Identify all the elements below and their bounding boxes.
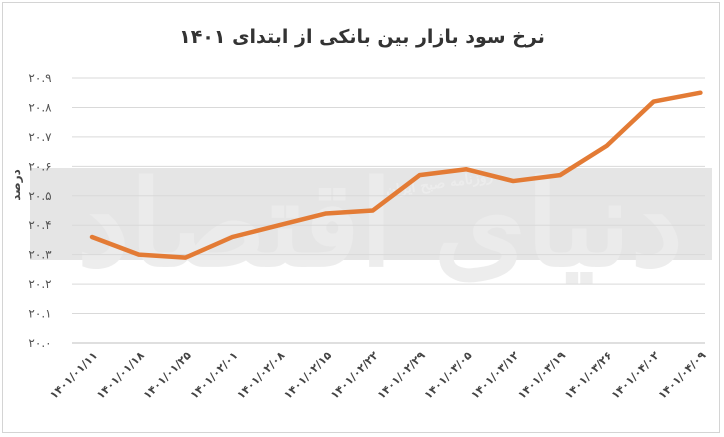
y-tick-label: ۲۰.۹ xyxy=(28,71,51,85)
y-tick-label: ۲۰.۸ xyxy=(28,100,52,114)
x-tick-label: ۱۴۰۱/۰۲/۲۲ xyxy=(328,349,381,402)
data-point xyxy=(698,91,702,95)
data-point xyxy=(184,256,188,260)
data-point xyxy=(90,235,94,239)
watermark: دنیای اقتصاد روزنامه صبح ایران xyxy=(30,154,712,293)
y-tick-label: ۲۰.۶ xyxy=(28,159,51,173)
x-tick-label: ۱۴۰۱/۰۳/۰۵ xyxy=(422,349,475,402)
x-tick-label: ۱۴۰۱/۰۳/۱۹ xyxy=(515,349,568,402)
chart-title: نرخ سود بازار بین بانکی از ابتدای ۱۴۰۱ xyxy=(179,26,545,48)
y-tick-label: ۲۰.۲ xyxy=(28,277,51,291)
data-point xyxy=(511,179,515,183)
x-tick-label: ۱۴۰۱/۰۳/۲۶ xyxy=(562,349,615,402)
x-tick-label: ۱۴۰۱/۰۱/۲۵ xyxy=(141,349,194,402)
data-point xyxy=(324,211,328,215)
data-point xyxy=(464,167,468,171)
data-point xyxy=(652,100,656,104)
y-tick-label: ۲۰.۳ xyxy=(28,248,52,262)
watermark-brand-text: دنیای اقتصاد xyxy=(77,154,683,293)
x-tick-label: ۱۴۰۱/۰۱/۱۱ xyxy=(47,349,100,402)
x-tick-label: ۱۴۰۱/۰۴/۰۹ xyxy=(656,349,709,402)
data-point xyxy=(558,173,562,177)
x-axis: ۱۴۰۱/۰۱/۱۱۱۴۰۱/۰۱/۱۸۱۴۰۱/۰۱/۲۵۱۴۰۱/۰۲/۰۱… xyxy=(47,342,709,402)
x-tick-label: ۱۴۰۱/۰۲/۰۱ xyxy=(188,349,241,402)
x-tick-label: ۱۴۰۱/۰۲/۱۵ xyxy=(281,349,334,402)
watermark-band xyxy=(30,168,712,260)
x-tick-label: ۱۴۰۱/۰۳/۱۲ xyxy=(468,349,521,402)
y-tick-label: ۲۰.۷ xyxy=(28,130,52,144)
data-point xyxy=(418,173,422,177)
x-tick-label: ۱۴۰۱/۰۲/۰۸ xyxy=(234,349,287,402)
x-tick-label: ۱۴۰۱/۰۴/۰۲ xyxy=(609,349,662,402)
series-line xyxy=(89,90,703,260)
series xyxy=(89,90,703,260)
data-point xyxy=(137,253,141,257)
x-tick-label: ۱۴۰۱/۰۲/۲۹ xyxy=(375,349,428,402)
y-tick-label: ۲۰.۰ xyxy=(28,336,51,350)
data-point xyxy=(230,235,234,239)
data-point xyxy=(371,209,375,212)
y-tick-label: ۲۰.۵ xyxy=(28,189,51,203)
data-point xyxy=(277,223,281,227)
x-tick-label: ۱۴۰۱/۰۱/۱۸ xyxy=(94,349,147,402)
y-tick-label: ۲۰.۴ xyxy=(28,218,51,232)
data-point xyxy=(605,144,609,148)
y-axis-ticks: ۲۰.۰ ۲۰.۱ ۲۰.۲ ۲۰.۳ ۲۰.۴ ۲۰.۵ ۲۰.۶ ۲۰.۷ ۲۰.۸ ۲۰.۹ xyxy=(28,71,52,350)
y-tick-label: ۲۰.۱ xyxy=(28,307,51,321)
